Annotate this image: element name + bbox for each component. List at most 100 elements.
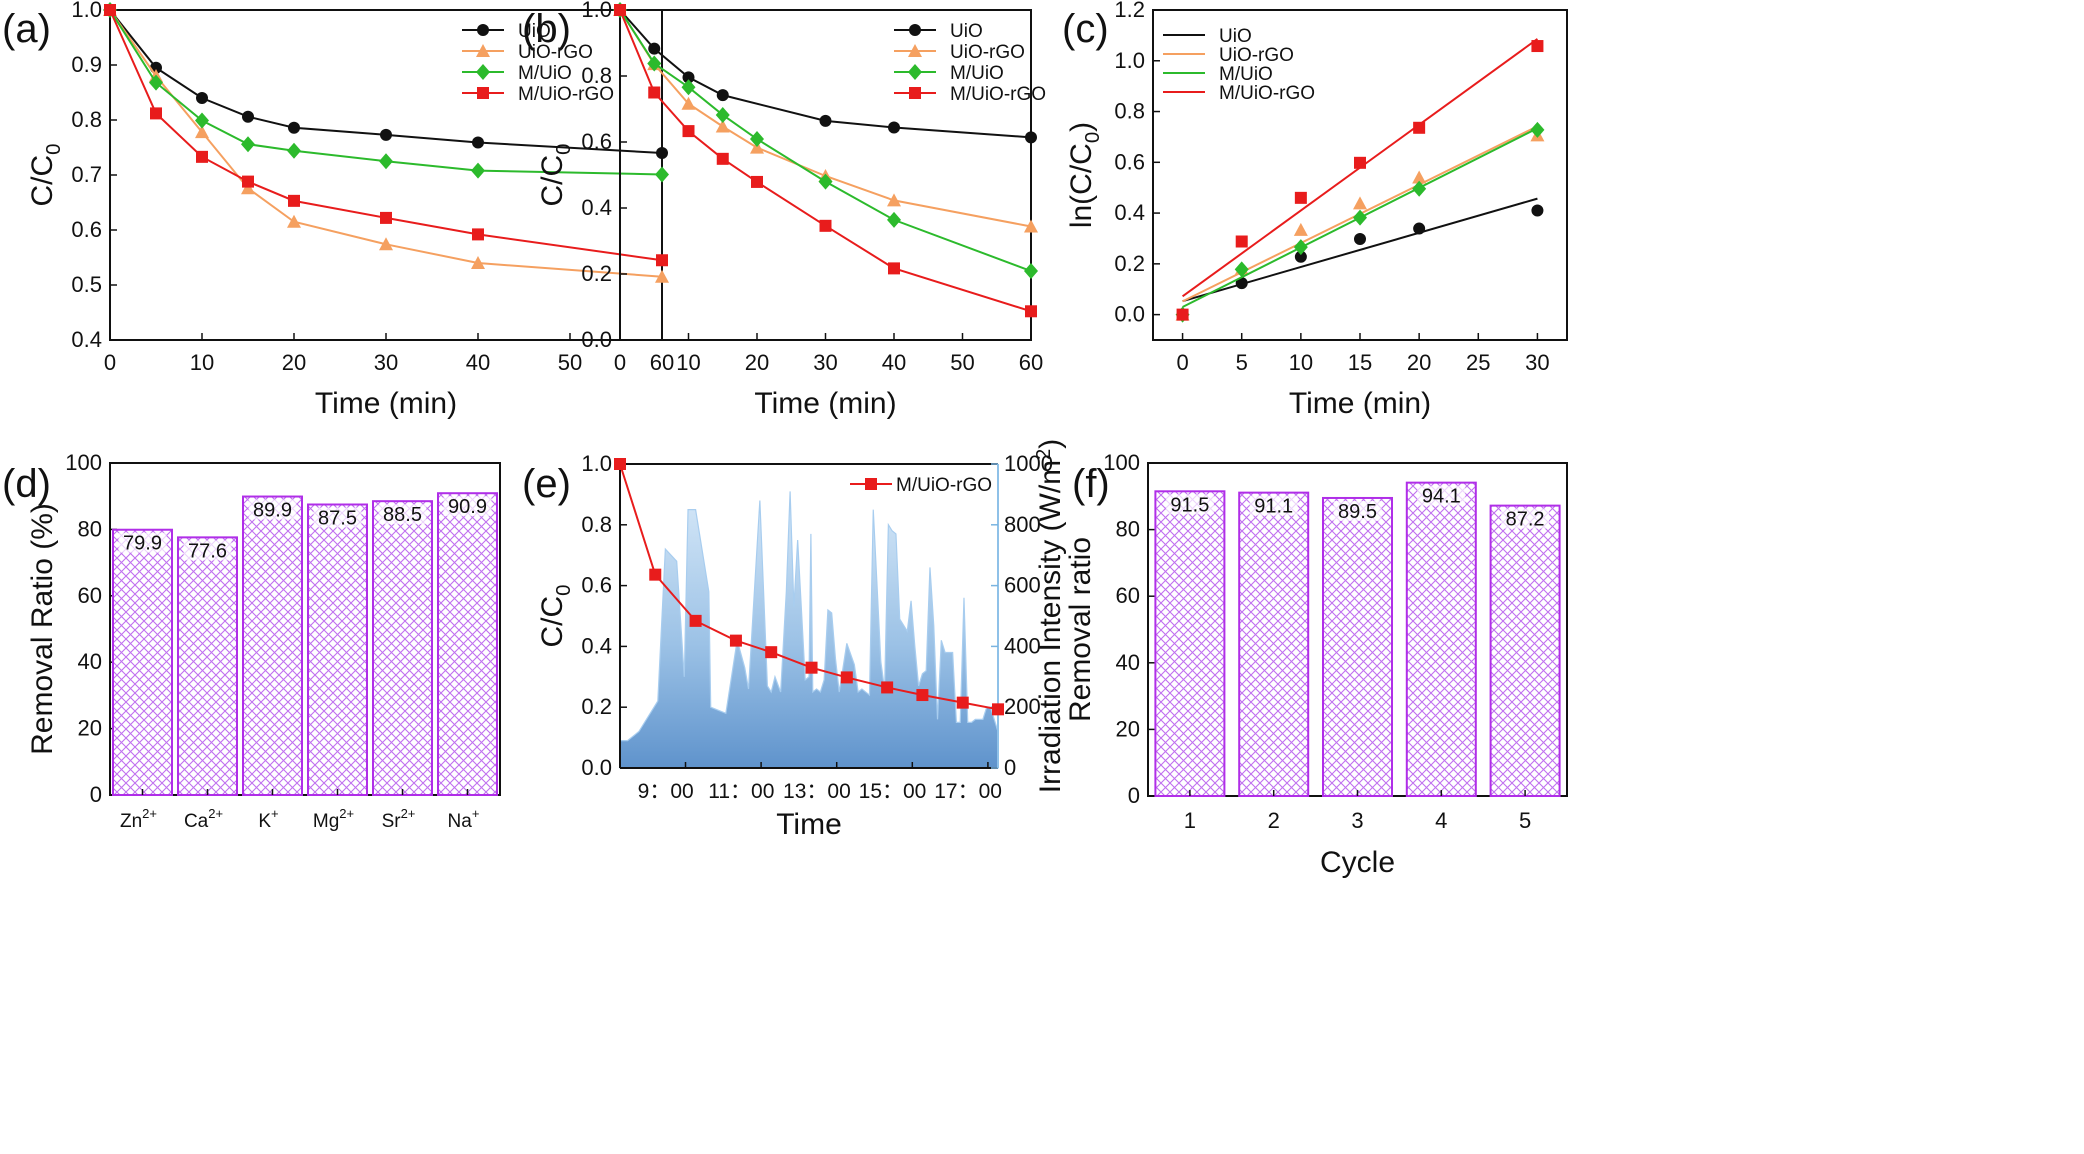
- y-tick-label: 100: [65, 450, 102, 475]
- data-point: [472, 228, 484, 241]
- y-tick-label: 0.0: [1114, 302, 1145, 327]
- x-tick-label: 5: [1236, 350, 1248, 375]
- data-point: [682, 71, 695, 84]
- legend-label: UiO: [518, 21, 551, 42]
- bar-group: 89.53: [1322, 496, 1393, 833]
- y-tick-label: 0.2: [1114, 251, 1145, 276]
- data-point: [195, 125, 209, 139]
- x-tick-label: 40: [466, 350, 490, 375]
- legend-marker: [909, 24, 921, 36]
- data-point: [1176, 308, 1189, 321]
- y-axis-label: Removal Ratio (%): [26, 503, 59, 755]
- panel-label: (e): [522, 462, 571, 506]
- x-tick-label: Ca2+: [184, 806, 223, 832]
- data-point: [614, 4, 626, 16]
- data-point: [471, 162, 485, 179]
- data-point: [888, 121, 900, 134]
- y2-tick-label: 600: [1004, 573, 1041, 598]
- x-tick-label: 50: [950, 350, 974, 375]
- series-line: [109, 9, 663, 262]
- x-tick-label: 10: [1289, 350, 1313, 375]
- bar-label-bg: [378, 504, 427, 525]
- panel-a: 0 10 20 30 40 50 60 0.4 0.5 0.6 0.7 0.8 0.9 1.0 Time (…: [2, 0, 674, 420]
- y-tick-label: 1.0: [71, 0, 102, 22]
- data-point: [649, 568, 662, 581]
- panel-b: 0 10 20 30 40 50 60 0.0 0.2 0.4 0.6 0.8 1.0 Time (min…: [522, 0, 1046, 420]
- panel-label: (f): [1072, 462, 1110, 506]
- y-tick-label: 80: [78, 516, 102, 541]
- panel-label: (a): [2, 7, 51, 51]
- data-point: [881, 681, 894, 694]
- x-tick-label: 13：00: [783, 780, 851, 803]
- data-point: [840, 671, 853, 684]
- x-tick-label: 30: [813, 350, 837, 375]
- x-tick-label: 50: [558, 350, 582, 375]
- y-tick-label: 1.0: [581, 451, 612, 476]
- x-axis-label: Cycle: [1320, 846, 1395, 879]
- x-tick-label: 30: [1525, 350, 1549, 375]
- data-point: [682, 125, 695, 138]
- y-tick-label: 100: [1103, 450, 1140, 475]
- data-point: [1235, 235, 1248, 248]
- y2-axis-label: Irradiation Intensity (W/m2): [1033, 439, 1067, 794]
- data-point: [195, 112, 209, 129]
- x-axis-label: Time (min): [315, 387, 457, 420]
- bar-value-label: 79.9: [123, 533, 162, 555]
- legend-marker: [908, 44, 922, 57]
- irradiation-area: [619, 491, 999, 769]
- bar-value-label: 89.9: [253, 500, 292, 522]
- bar-group: 90.9 Na+: [437, 492, 498, 832]
- x-tick-label: 60: [1019, 350, 1043, 375]
- legend-label: UiO-rGO: [518, 42, 593, 63]
- bar: [307, 503, 368, 796]
- data-point: [750, 131, 764, 148]
- y-axis-label: ln(C/C0): [1065, 122, 1104, 228]
- data-point: [287, 214, 301, 228]
- data-point: [681, 96, 696, 110]
- data-point: [655, 166, 669, 183]
- data-point: [956, 696, 969, 709]
- y-tick-label: 20: [78, 716, 102, 741]
- data-point: [242, 175, 254, 188]
- y-tick-label: 0.2: [581, 694, 612, 719]
- x-tick-label: 0: [614, 350, 626, 375]
- y-axis-label: C/C0: [536, 584, 575, 647]
- y2-tick-label: 200: [1004, 694, 1041, 719]
- legend-label: UiO: [950, 21, 983, 42]
- legend-marker: [477, 87, 489, 99]
- series-m-uio-rgo: [614, 4, 1037, 318]
- data-point: [242, 110, 254, 123]
- bar-value-label: 88.5: [383, 504, 422, 526]
- y-tick-label: 0.8: [581, 63, 612, 88]
- x-tick-label: Mg2+: [313, 806, 354, 832]
- series-line: [109, 9, 663, 154]
- bar-group: 88.5 Sr2+: [372, 500, 433, 832]
- x-tick-label: K+: [258, 806, 278, 832]
- bar-value-label: 91.5: [1170, 494, 1209, 516]
- data-point: [648, 42, 661, 55]
- bar-value-label: 91.1: [1254, 496, 1293, 518]
- legend-label: M/UiO-rGO: [518, 84, 614, 105]
- y-tick-label: 0.6: [581, 573, 612, 598]
- legend-label: UiO-rGO: [1219, 45, 1294, 66]
- x-tick-label: 20: [282, 350, 306, 375]
- y-tick-label: 0.2: [581, 261, 612, 286]
- panel-label: (b): [522, 7, 571, 51]
- panel-c: 0 5 10 15 20 25 30 0.0 0.2 0.4 0.6 0.8 1.0 1.2 Time (m…: [1062, 0, 1568, 420]
- x-tick-label: 20: [1407, 350, 1431, 375]
- panel-label: (d): [2, 462, 51, 506]
- y-tick-label: 20: [1116, 716, 1140, 741]
- x-tick-label: 11：00: [708, 780, 774, 803]
- data-point: [1531, 40, 1544, 53]
- data-point: [287, 142, 301, 159]
- legend-marker: [909, 87, 921, 99]
- bar: [1154, 490, 1226, 797]
- y-tick-label: 1.2: [1114, 0, 1145, 22]
- data-point: [818, 173, 833, 190]
- panel-e: 0.0 0.2 0.4 0.6 0.8 1.0 0 200 400 600 800 1000 9：00 1…: [522, 439, 1067, 841]
- bar-value-label: 87.2: [1506, 509, 1545, 531]
- data-point: [819, 114, 832, 127]
- x-axis-label: Time (min): [754, 387, 896, 420]
